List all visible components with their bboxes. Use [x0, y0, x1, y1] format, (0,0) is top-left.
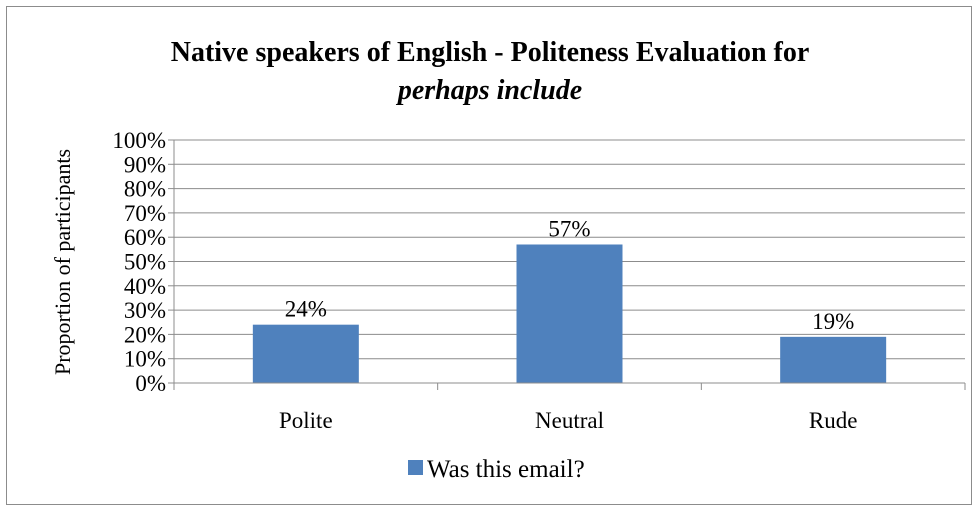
- legend-swatch: [408, 460, 423, 475]
- bar-polite: [252, 324, 359, 383]
- y-tick-label: 40%: [124, 274, 166, 299]
- legend-label: Was this email?: [427, 456, 585, 483]
- y-tick-label: 20%: [124, 322, 166, 347]
- y-tick-label: 60%: [124, 225, 166, 250]
- bars: [252, 244, 887, 383]
- y-tick-label: 100%: [112, 128, 166, 153]
- chart-subtitle: perhaps include: [396, 75, 582, 106]
- x-category-label-polite: Polite: [279, 408, 333, 433]
- axes: [173, 140, 966, 390]
- x-category-label-rude: Rude: [809, 408, 858, 433]
- y-axis-ticks: 0%10%20%30%40%50%60%70%80%90%100%: [112, 128, 174, 396]
- chart-frame: [6, 6, 972, 505]
- y-tick-label: 80%: [124, 177, 166, 202]
- y-axis-title: Proportion of participants: [50, 149, 75, 375]
- y-tick-label: 10%: [124, 347, 166, 372]
- x-category-label-neutral: Neutral: [535, 408, 604, 433]
- y-tick-label: 50%: [124, 250, 166, 275]
- data-label-rude: 19%: [812, 309, 854, 334]
- data-label-polite: 24%: [285, 297, 327, 322]
- data-label-neutral: 57%: [548, 216, 590, 241]
- x-axis-categories: Polite Neutral Rude: [279, 408, 857, 433]
- legend: Was this email?: [408, 456, 585, 483]
- data-labels: 24% 57% 19%: [285, 216, 855, 333]
- y-tick-label: 30%: [124, 298, 166, 323]
- y-tick-label: 90%: [124, 152, 166, 177]
- bar-neutral: [516, 244, 623, 383]
- y-tick-label: 70%: [124, 201, 166, 226]
- y-tick-label: 0%: [135, 371, 166, 396]
- chart-title: Native speakers of English - Politeness …: [171, 37, 810, 68]
- bar-rude: [780, 336, 887, 383]
